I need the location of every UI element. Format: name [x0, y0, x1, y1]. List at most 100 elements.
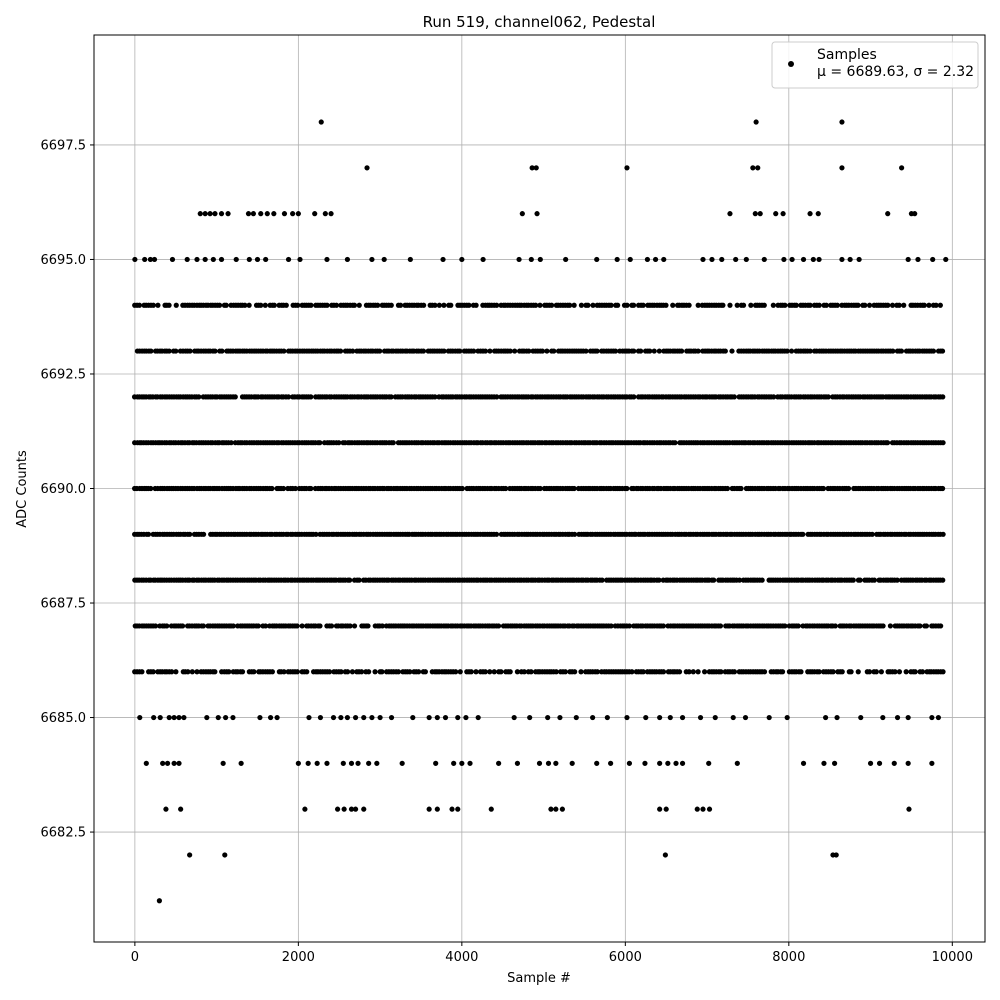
sample-point	[498, 669, 504, 675]
sample-point	[432, 394, 438, 400]
data-points	[131, 119, 949, 904]
sample-point	[631, 302, 637, 308]
sample-point	[377, 714, 383, 721]
sample-point	[269, 485, 275, 492]
sample-point	[246, 256, 252, 263]
legend-marker	[788, 61, 794, 67]
sample-point	[365, 623, 371, 629]
sample-point	[422, 669, 428, 675]
sample-point	[673, 760, 679, 766]
sample-point	[187, 348, 193, 354]
sample-point	[663, 302, 669, 308]
sample-point	[537, 302, 543, 308]
sample-point	[571, 485, 577, 492]
sample-point	[245, 211, 252, 217]
sample-point	[148, 485, 154, 492]
sample-point	[355, 760, 361, 766]
sample-point	[258, 302, 264, 308]
sample-point	[697, 714, 704, 721]
sample-point	[163, 806, 169, 812]
sample-point	[187, 531, 193, 537]
sample-point	[185, 669, 191, 675]
sample-point	[351, 302, 358, 308]
sample-point	[344, 714, 351, 721]
x-tick-label: 10000	[932, 950, 973, 965]
sample-point	[810, 256, 816, 263]
sample-point	[912, 211, 918, 217]
sample-point	[344, 669, 351, 675]
sample-point	[441, 348, 447, 354]
sample-point	[238, 760, 244, 766]
sample-point	[317, 623, 323, 629]
sample-point	[695, 348, 701, 354]
sample-point	[318, 119, 324, 125]
sample-point	[230, 623, 236, 629]
sample-point	[395, 669, 402, 675]
sample-point	[919, 669, 926, 675]
sample-point	[858, 714, 864, 721]
sample-point	[468, 669, 474, 675]
sample-point	[194, 256, 200, 263]
sample-point	[480, 256, 486, 263]
sample-point	[281, 669, 287, 675]
sample-point	[294, 623, 300, 629]
sample-point	[242, 302, 248, 308]
sample-point	[657, 806, 663, 812]
sample-point	[823, 714, 829, 721]
sample-point	[773, 211, 779, 217]
sample-point	[482, 348, 489, 354]
sample-point	[917, 623, 923, 629]
sample-point	[338, 669, 344, 675]
sample-point	[210, 256, 216, 263]
sample-point	[281, 211, 288, 217]
sample-point	[559, 806, 565, 812]
sample-point	[855, 302, 861, 308]
sample-point	[285, 256, 292, 263]
sample-point	[202, 211, 208, 217]
sample-point	[457, 669, 463, 675]
sample-point	[706, 760, 712, 766]
sample-point	[226, 669, 232, 675]
sample-point	[139, 669, 145, 675]
sample-point	[660, 669, 667, 675]
sample-point	[929, 760, 935, 766]
sample-point	[281, 348, 287, 354]
sample-point	[324, 760, 330, 766]
sample-point	[457, 348, 463, 354]
sample-point	[880, 623, 886, 629]
sample-point	[862, 302, 868, 308]
sample-point	[871, 577, 877, 583]
sample-point	[212, 211, 218, 217]
sample-point	[816, 302, 822, 308]
sample-point	[299, 623, 305, 629]
sample-point	[503, 485, 509, 492]
sample-point	[624, 302, 630, 308]
sample-point	[207, 211, 213, 217]
y-tick-label: 6685.0	[41, 711, 87, 726]
sample-point	[459, 485, 465, 492]
legend: Samples μ = 6689.63, σ = 2.32	[771, 41, 979, 89]
y-tick-label: 6690.0	[41, 482, 87, 497]
sample-point	[855, 669, 861, 675]
sample-point	[679, 348, 685, 354]
sample-point	[459, 256, 465, 263]
sample-point	[200, 623, 207, 629]
sample-point	[779, 669, 786, 675]
sample-point	[795, 623, 801, 629]
sample-point	[940, 394, 946, 400]
x-tick-label: 8000	[772, 950, 805, 965]
sample-point	[789, 256, 795, 263]
sample-point	[269, 669, 275, 675]
sample-point	[834, 302, 840, 308]
sample-point	[369, 256, 375, 263]
sample-point	[267, 714, 274, 721]
sample-point	[784, 714, 790, 721]
sample-point	[295, 302, 301, 308]
sample-point	[361, 806, 367, 812]
sample-point	[789, 348, 795, 354]
sample-point	[807, 211, 813, 217]
sample-point	[507, 669, 513, 675]
sample-point	[921, 302, 927, 308]
sample-point	[752, 211, 758, 217]
sample-point	[313, 531, 319, 537]
